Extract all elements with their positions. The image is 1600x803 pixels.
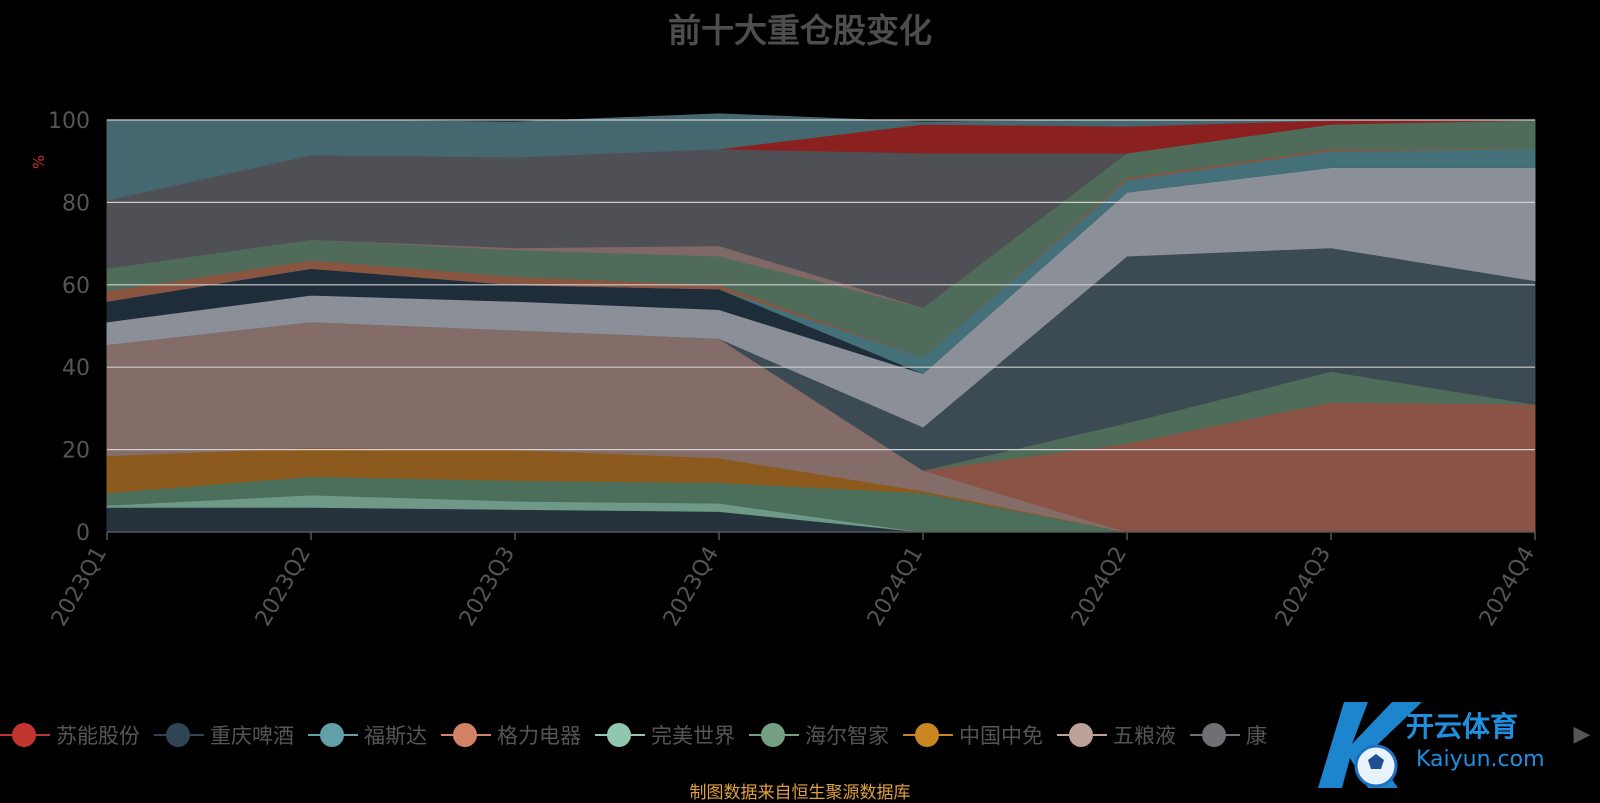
y-tick-label: 80 [62, 191, 90, 216]
y-tick-label: 40 [62, 356, 90, 381]
legend-marker [749, 723, 799, 747]
legend-next-page-icon[interactable]: ▶ [1573, 722, 1591, 747]
legend-item-3[interactable]: 格力电器 [441, 720, 581, 750]
legend-label: 中国中免 [959, 724, 1043, 748]
legend-item-6[interactable]: 中国中免 [903, 720, 1043, 750]
legend-item-2[interactable]: 福斯达 [308, 720, 427, 750]
legend-marker [595, 723, 645, 747]
x-tick-label: 2024Q1 [863, 543, 928, 631]
x-tick-label: 2023Q3 [455, 543, 520, 631]
y-axis-unit: % [30, 155, 48, 169]
legend-marker [1057, 723, 1107, 747]
legend-label: 福斯达 [364, 724, 427, 748]
x-tick-label: 2024Q2 [1067, 543, 1132, 631]
svg-text:Kaiyun.com: Kaiyun.com [1416, 747, 1545, 772]
legend-marker [1190, 723, 1240, 747]
x-tick-label: 2024Q3 [1271, 543, 1336, 631]
legend-marker [154, 723, 204, 747]
legend-item-0[interactable]: 苏能股份 [0, 720, 140, 750]
legend-marker [903, 723, 953, 747]
legend-label: 苏能股份 [56, 724, 140, 748]
source-note: 制图数据来自恒生聚源数据库 [689, 783, 911, 803]
legend-marker [441, 723, 491, 747]
area-series-group: 苏能股份海尔智家重庆啤酒福斯达格力电器海尔智家苏能股份 [106, 113, 1536, 533]
legend-item-8[interactable]: 康 [1190, 720, 1267, 750]
legend: 苏能股份 重庆啤酒 福斯达 格力电器 完美世界 海尔智家 中国中免 五粮液 康 [0, 718, 1600, 752]
chart-title: 前十大重仓股变化 [668, 11, 932, 50]
y-tick-label: 100 [48, 109, 90, 134]
y-tick-label: 0 [76, 521, 90, 546]
y-tick-label: 60 [62, 274, 90, 299]
x-tick-label: 2023Q4 [659, 543, 724, 631]
svg-text:开云体育: 开云体育 [1406, 710, 1518, 743]
legend-item-1[interactable]: 重庆啤酒 [154, 720, 294, 750]
legend-label: 重庆啤酒 [210, 724, 294, 748]
legend-label: 五粮液 [1113, 724, 1176, 748]
legend-item-7[interactable]: 五粮液 [1057, 720, 1176, 750]
legend-item-5[interactable]: 海尔智家 [749, 720, 889, 750]
legend-item-4[interactable]: 完美世界 [595, 720, 735, 750]
legend-marker [308, 723, 358, 747]
x-tick-label: 2023Q2 [251, 543, 316, 631]
legend-label: 康 [1246, 724, 1267, 748]
legend-label: 完美世界 [651, 724, 735, 748]
legend-label: 海尔智家 [805, 724, 889, 748]
kaiyun-watermark-logo: 开云体育 Kaiyun.com [1318, 702, 1545, 788]
x-tick-label: 2023Q1 [47, 543, 112, 631]
x-tick-label: 2024Q4 [1475, 543, 1540, 631]
gridlines [107, 119, 1535, 451]
y-tick-label: 20 [62, 439, 90, 464]
legend-marker [0, 723, 50, 747]
legend-label: 格力电器 [497, 724, 581, 748]
